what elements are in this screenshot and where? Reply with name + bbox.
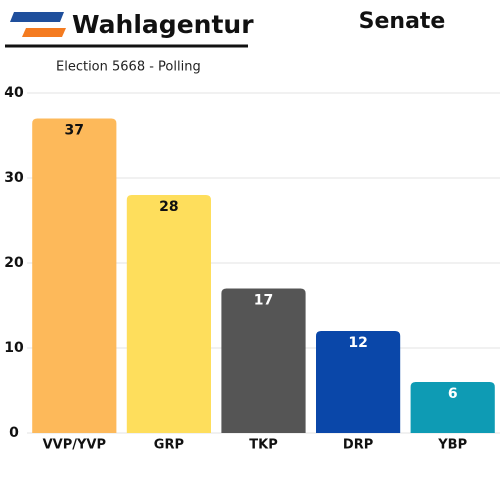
logo-stripe-orange xyxy=(22,28,66,37)
bar xyxy=(221,288,306,433)
value-label: 37 xyxy=(65,123,84,139)
chart-subtitle: Election 5668 - Polling xyxy=(56,60,201,75)
value-label: 17 xyxy=(254,293,273,309)
chart-title: Senate xyxy=(359,9,446,34)
value-label: 28 xyxy=(159,199,178,215)
y-tick-label: 30 xyxy=(4,170,24,186)
y-tick-label: 10 xyxy=(4,340,24,356)
bar xyxy=(32,118,117,433)
value-label: 12 xyxy=(348,335,367,351)
bar xyxy=(410,382,495,433)
bar xyxy=(126,195,211,433)
x-tick-label: TKP xyxy=(249,438,277,453)
x-tick-label: GRP xyxy=(154,438,184,453)
logo-stripe-blue xyxy=(10,12,64,22)
x-tick-label: VVP/YVP xyxy=(43,438,106,453)
brand: Wahlagentur xyxy=(72,10,254,39)
value-label: 6 xyxy=(448,386,458,402)
bar xyxy=(316,331,401,433)
y-tick-label: 40 xyxy=(4,85,24,101)
y-tick-label: 0 xyxy=(9,425,19,441)
x-tick-label: DRP xyxy=(343,438,373,453)
y-tick-label: 20 xyxy=(4,255,24,271)
x-tick-label: YBP xyxy=(437,438,467,453)
